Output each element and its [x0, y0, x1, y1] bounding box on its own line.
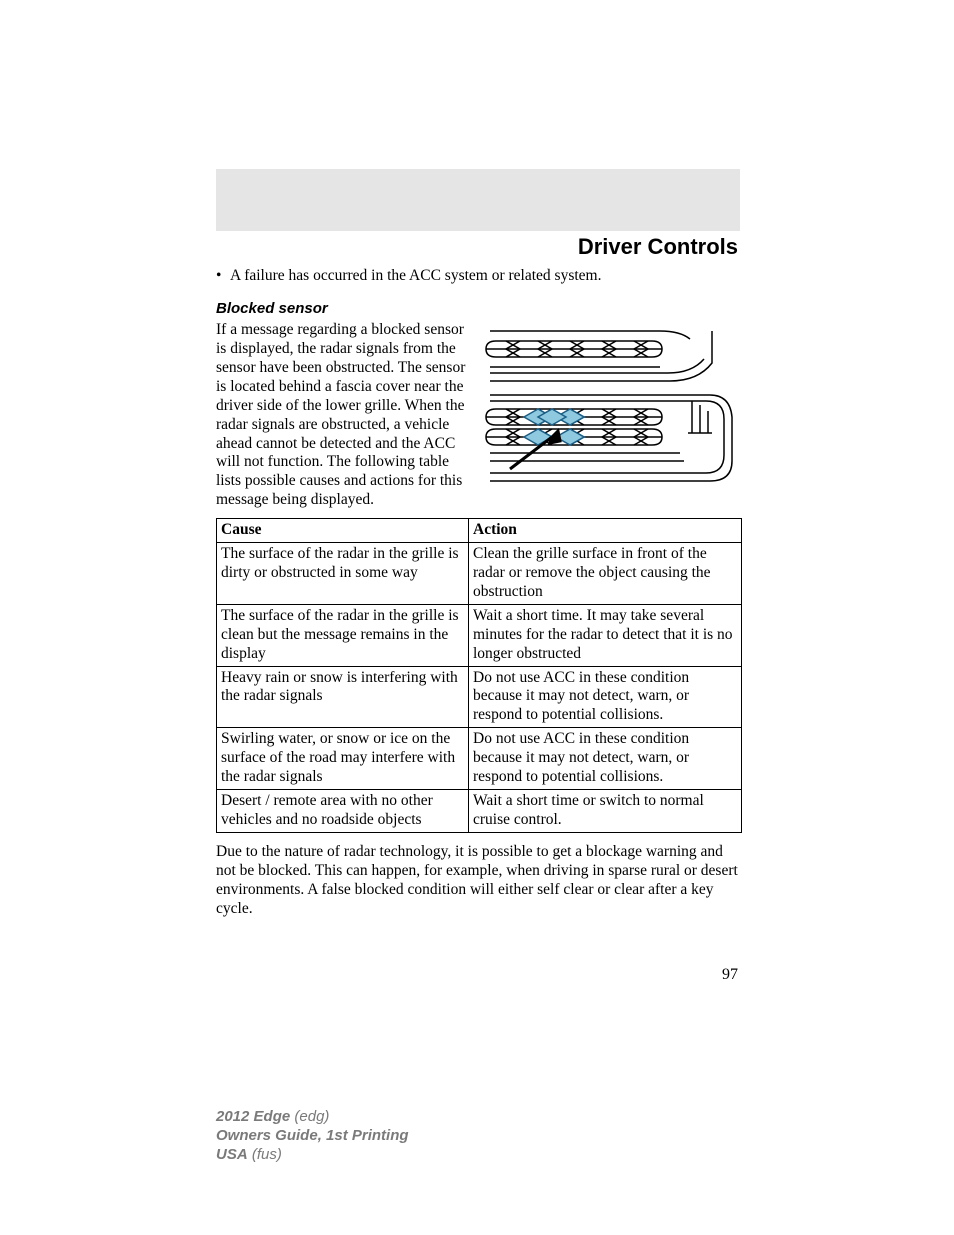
table-row: Swirling water, or snow or ice on the su… [217, 728, 742, 790]
footer-region: USA [216, 1146, 248, 1163]
blocked-sensor-heading: Blocked sensor [216, 300, 742, 317]
blocked-sensor-paragraph: If a message regarding a blocked sensor … [216, 321, 470, 510]
two-column-row: If a message regarding a blocked sensor … [216, 321, 742, 510]
bullet-line: •A failure has occurred in the ACC syste… [216, 266, 742, 286]
table-row: Desert / remote area with no other vehic… [217, 789, 742, 832]
section-title: Driver Controls [578, 234, 738, 260]
page-number: 97 [722, 966, 738, 984]
cause-action-table: Cause Action The surface of the radar in… [216, 518, 742, 833]
table-row: The surface of the radar in the grille i… [217, 543, 742, 605]
cell-action: Wait a short time. It may take several m… [469, 604, 742, 666]
grille-diagram-svg [480, 321, 742, 491]
grille-diagram [480, 321, 742, 510]
footer: 2012 Edge (edg) Owners Guide, 1st Printi… [216, 1108, 409, 1164]
footer-line-3: USA (fus) [216, 1146, 409, 1165]
table-header-row: Cause Action [217, 519, 742, 543]
footer-region-code: (fus) [252, 1146, 282, 1163]
after-table-paragraph: Due to the nature of radar technology, i… [216, 843, 742, 919]
footer-line-1: 2012 Edge (edg) [216, 1108, 409, 1127]
cell-cause: Swirling water, or snow or ice on the su… [217, 728, 469, 790]
footer-guide: Owners Guide, 1st Printing [216, 1127, 409, 1144]
footer-model-code: (edg) [294, 1108, 329, 1125]
page: Driver Controls •A failure has occurred … [0, 0, 954, 1235]
table-row: Heavy rain or snow is interfering with t… [217, 666, 742, 728]
cell-action: Do not use ACC in these condition becaus… [469, 666, 742, 728]
content-area: •A failure has occurred in the ACC syste… [216, 266, 742, 918]
bullet-text: A failure has occurred in the ACC system… [230, 267, 601, 284]
th-cause: Cause [217, 519, 469, 543]
table-row: The surface of the radar in the grille i… [217, 604, 742, 666]
cell-cause: The surface of the radar in the grille i… [217, 604, 469, 666]
footer-line-2: Owners Guide, 1st Printing [216, 1127, 409, 1146]
footer-model: 2012 Edge [216, 1108, 290, 1125]
cell-action: Do not use ACC in these condition becaus… [469, 728, 742, 790]
cell-action: Clean the grille surface in front of the… [469, 543, 742, 605]
cell-action: Wait a short time or switch to normal cr… [469, 789, 742, 832]
th-action: Action [469, 519, 742, 543]
cell-cause: The surface of the radar in the grille i… [217, 543, 469, 605]
bullet-icon: • [216, 266, 230, 286]
cell-cause: Desert / remote area with no other vehic… [217, 789, 469, 832]
cell-cause: Heavy rain or snow is interfering with t… [217, 666, 469, 728]
header-gray-block [216, 169, 740, 231]
